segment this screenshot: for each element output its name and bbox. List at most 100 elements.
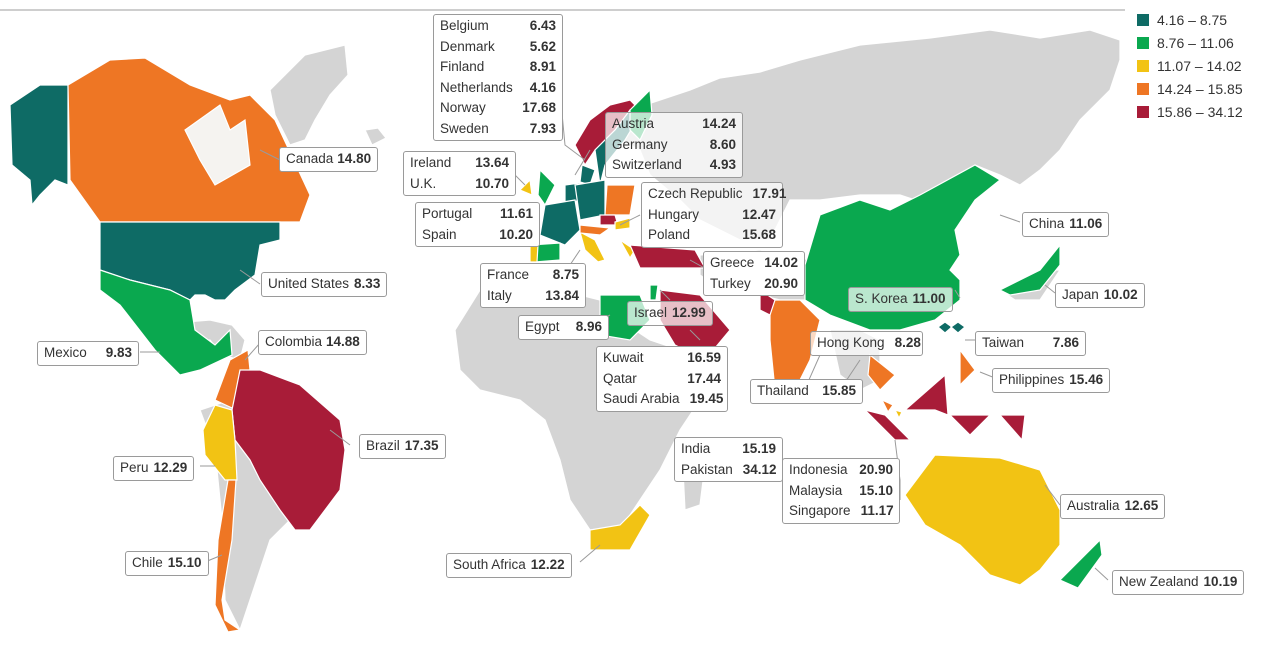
country-value: 15.10 [167, 555, 202, 570]
country-name: Poland [648, 227, 691, 242]
country-name: China [1029, 216, 1065, 231]
country-value: 14.24 [702, 116, 736, 131]
legend-swatch [1137, 59, 1149, 72]
country-name: Mexico [44, 345, 87, 360]
label-israel: Israel 12.99 [627, 301, 713, 326]
legend-label: 4.16 – 8.75 [1157, 11, 1228, 28]
country-name: Japan [1062, 287, 1099, 302]
country-name: Finland [440, 59, 485, 74]
label-japan: Japan 10.02 [1055, 283, 1145, 308]
indonesia-3 [998, 414, 1026, 442]
label-southeast-asia: Indonesia 20.90 Malaysia 15.10 Singapore 11… [782, 458, 900, 524]
portugal [529, 244, 539, 263]
country-name: Qatar [603, 370, 637, 386]
label-greece-turkey: Greece 14.02 Turkey 20.90 [703, 251, 805, 296]
country-value: 9.83 [105, 345, 132, 360]
label-thailand: Thailand 15.85 [750, 379, 863, 404]
label-chile: Chile 15.10 [125, 551, 209, 576]
country-name: Portugal [422, 206, 473, 221]
indonesia [903, 373, 949, 416]
country-value: 6.43 [529, 18, 556, 33]
thailand [867, 353, 896, 391]
legend-item: 15.86 – 34.12 [1137, 100, 1243, 123]
country-value: 12.22 [530, 557, 565, 572]
country-value: 11.17 [860, 503, 894, 518]
label-taiwan: Taiwan 7.86 [975, 331, 1086, 356]
country-value: 15.85 [822, 383, 856, 398]
country-value: 15.46 [1069, 372, 1104, 387]
country-name: Belgium [440, 18, 489, 33]
chile [214, 479, 242, 633]
country-name: Switzerland [612, 157, 682, 172]
country-name: France [487, 267, 530, 282]
mexico [99, 269, 233, 376]
country-value: 17.68 [522, 100, 556, 115]
country-name: Kuwait [603, 350, 644, 365]
country-value: 11.61 [499, 206, 533, 221]
country-name: Singapore [789, 503, 851, 518]
italy [579, 230, 606, 263]
country-value: 20.90 [859, 462, 893, 477]
indonesia-4 [863, 408, 912, 441]
singapore [893, 409, 903, 420]
canada-islands [364, 127, 387, 146]
label-mexico: Mexico 9.83 [37, 341, 139, 366]
country-value: 10.02 [1103, 287, 1138, 302]
label-philippines: Philippines 15.46 [992, 368, 1111, 393]
country-value: 4.16 [529, 79, 556, 95]
label-egypt: Egypt 8.96 [518, 315, 609, 340]
country-value: 15.10 [859, 482, 893, 498]
country-name: Malaysia [789, 482, 843, 498]
country-name: Saudi Arabia [603, 391, 680, 406]
label-south-korea: S. Korea 11.00 [848, 287, 953, 312]
label-united-states: United States 8.33 [261, 272, 388, 297]
country-value: 17.44 [687, 370, 721, 386]
country-name: Chile [132, 555, 163, 570]
country-value: 14.80 [337, 151, 372, 166]
label-uk-ireland: Ireland 13.64 U.K. 10.70 [403, 151, 516, 196]
country-name: Thailand [757, 383, 809, 398]
country-value: 34.12 [742, 461, 777, 477]
legend-swatch [1137, 13, 1149, 26]
country-name: Germany [612, 136, 668, 152]
country-name: Italy [487, 287, 512, 303]
country-value: 12.65 [1124, 498, 1159, 513]
country-polygons [9, 57, 1103, 633]
label-iberia: Portugal 11.61 Spain 10.20 [415, 202, 540, 247]
greece [619, 239, 636, 260]
country-name: India [681, 441, 711, 456]
country-value: 4.93 [709, 157, 736, 172]
alaska [9, 84, 69, 207]
label-brazil: Brazil 17.35 [359, 434, 446, 459]
country-value: 8.75 [552, 267, 579, 282]
philippines [959, 348, 976, 387]
country-value: 10.70 [475, 175, 509, 191]
legend: 4.16 – 8.75 8.76 – 11.06 11.07 – 14.02 1… [1137, 8, 1243, 123]
country-value: 17.91 [752, 186, 787, 201]
pakistan [759, 288, 776, 316]
brazil [231, 369, 346, 531]
country-value: 8.28 [894, 335, 921, 350]
country-name: Hungary [648, 206, 700, 222]
label-australia: Australia 12.65 [1060, 494, 1166, 519]
japan [998, 243, 1061, 296]
country-name: Philippines [999, 372, 1065, 387]
legend-label: 15.86 – 34.12 [1157, 103, 1243, 120]
label-hong-kong: Hong Kong 8.28 [810, 331, 923, 356]
country-name: Egypt [525, 319, 560, 334]
country-name: Colombia [265, 334, 323, 349]
country-value: 14.88 [326, 334, 360, 349]
legend-label: 8.76 – 11.06 [1157, 34, 1234, 51]
country-value: 12.99 [672, 305, 706, 320]
country-name: S. Korea [855, 291, 908, 306]
country-value: 11.06 [1069, 216, 1103, 231]
legend-label: 11.07 – 14.02 [1157, 57, 1242, 74]
country-value: 19.45 [689, 391, 724, 406]
country-value: 11.00 [912, 291, 946, 306]
country-name: Turkey [710, 275, 751, 291]
label-central-europe: Austria 14.24 Germany 8.60 Switzerland 4.93 [605, 112, 743, 178]
country-value: 12.29 [153, 460, 188, 475]
label-colombia: Colombia 14.88 [258, 330, 367, 355]
country-name: Spain [422, 226, 457, 242]
country-name: Taiwan [982, 335, 1025, 350]
